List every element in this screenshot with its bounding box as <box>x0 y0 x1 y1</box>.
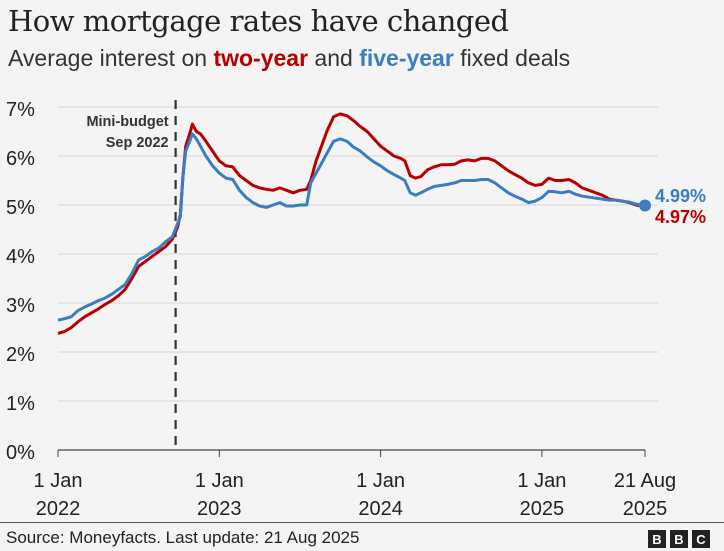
line-chart: 0% 1% 2% 3% 4% 5% 6% 7% 1 Jan 2022 1 Jan 2023 1 Jan 2… <box>6 99 706 520</box>
y-tick-label: 1% <box>6 393 35 415</box>
series-line-two-year <box>57 112 646 335</box>
end-point-dot <box>639 199 651 212</box>
bbc-logo-c: C <box>692 530 710 548</box>
bbc-logo-b2: B <box>670 530 688 548</box>
y-tick-label: 2% <box>6 344 35 366</box>
subtitle-suffix: fixed deals <box>453 45 571 71</box>
y-tick-label: 0% <box>6 442 35 464</box>
x-tick-label: 2024 <box>358 498 403 520</box>
chart-subtitle: Average interest on two-year and five-ye… <box>8 45 570 72</box>
y-tick-label: 5% <box>6 197 35 219</box>
source-note: Source: Moneyfacts. Last update: 21 Aug … <box>6 528 360 547</box>
mini-budget-annotation: Mini-budget <box>86 114 168 130</box>
x-tick-label: 2025 <box>520 498 565 520</box>
x-tick-label: 2025 <box>623 498 668 520</box>
y-tick-label: 7% <box>6 99 35 121</box>
x-tick-label: 21 Aug <box>614 470 676 492</box>
bbc-logo-b1: B <box>648 530 666 548</box>
x-tick-label: 2022 <box>36 498 81 520</box>
x-tick-label: 2023 <box>197 498 242 520</box>
x-tick-label: 1 Jan <box>34 470 83 492</box>
end-label-five-year: 4.99% <box>655 186 706 206</box>
subtitle-prefix: Average interest on <box>8 45 214 71</box>
x-tick-label: 1 Jan <box>517 470 566 492</box>
chart-title: How mortgage rates have changed <box>8 4 509 38</box>
mini-budget-annotation: Sep 2022 <box>106 135 169 151</box>
subtitle-two-year: two-year <box>213 45 309 71</box>
y-tick-label: 3% <box>6 295 35 317</box>
y-tick-label: 6% <box>6 148 35 170</box>
subtitle-five-year: five-year <box>359 45 454 71</box>
x-tick-label: 1 Jan <box>195 470 244 492</box>
x-tick-label: 1 Jan <box>356 470 405 492</box>
end-label-two-year: 4.97% <box>655 207 706 227</box>
series-line-five-year <box>57 132 646 322</box>
footer-divider <box>0 522 724 523</box>
bbc-logo: B B C <box>648 530 710 548</box>
y-tick-label: 4% <box>6 246 35 268</box>
subtitle-mid: and <box>308 45 360 71</box>
